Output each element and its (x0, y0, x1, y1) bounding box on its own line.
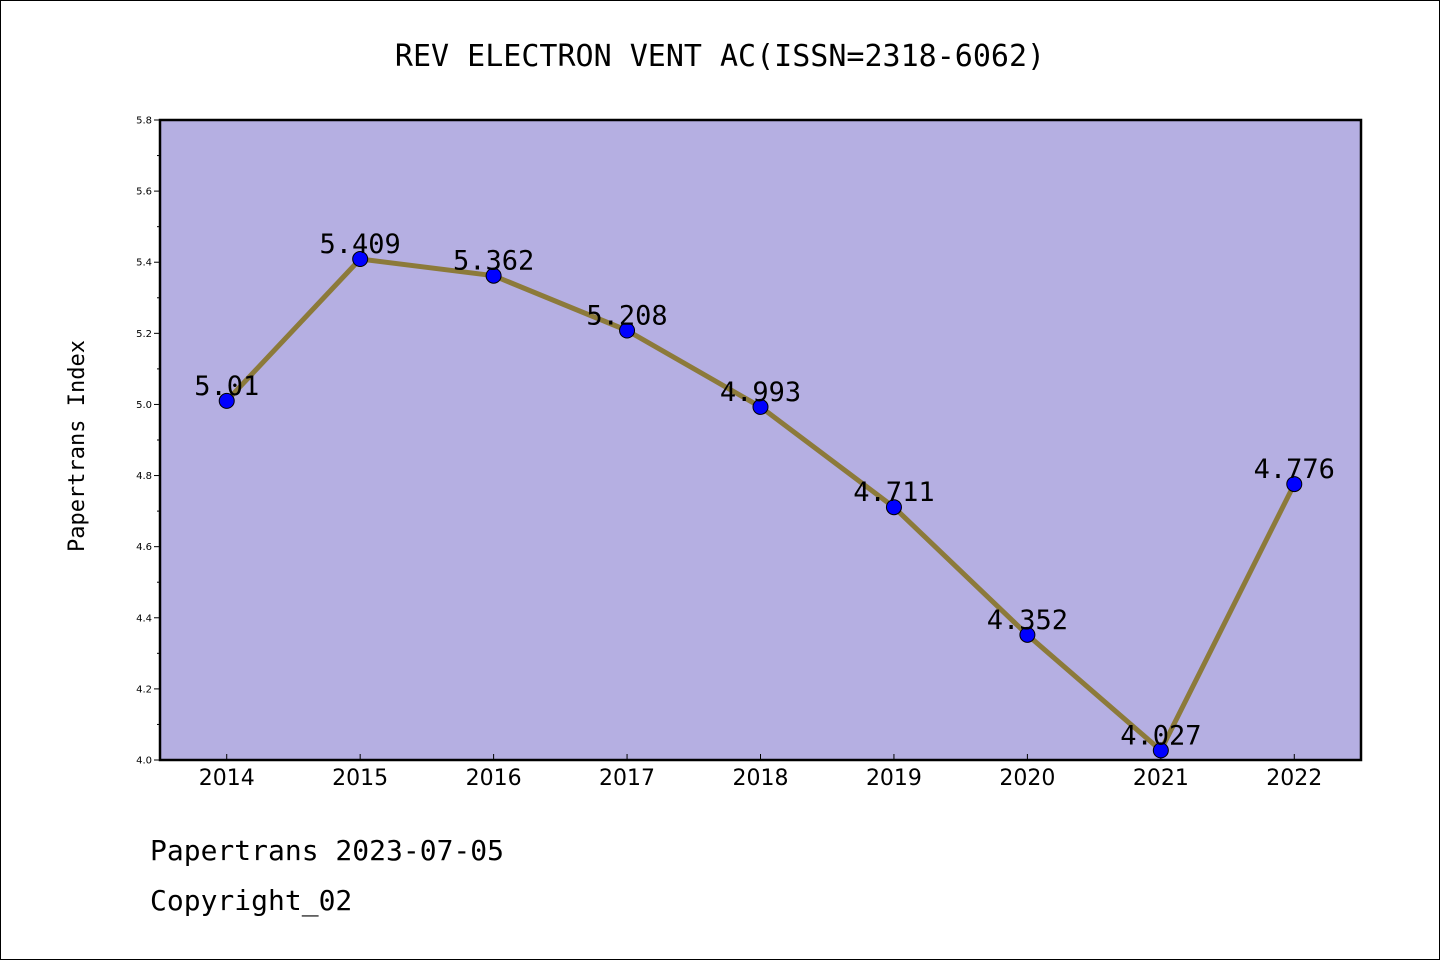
y-tick-label: 5.2 (136, 329, 152, 340)
y-axis-label: Papertrans Index (65, 340, 90, 552)
data-label: 5.208 (586, 300, 667, 331)
data-label: 5.01 (194, 371, 259, 402)
x-tick-label: 2014 (199, 766, 255, 791)
x-tick-label: 2018 (733, 766, 789, 791)
data-label: 4.027 (1120, 720, 1201, 751)
y-tick-label: 5.8 (136, 116, 152, 127)
x-tick-label: 2019 (866, 766, 922, 791)
data-point (885, 499, 902, 516)
data-point (1286, 476, 1303, 493)
series-layer: 5.01 5.409 5.362 5.208 4.993 4.711 4.352 4.027 4… (194, 229, 1335, 759)
y-tick-label: 4.2 (136, 684, 152, 695)
y-tick-label: 5.6 (136, 187, 152, 198)
x-tick-label: 2015 (332, 766, 388, 791)
data-label: 5.409 (320, 229, 401, 260)
data-label: 4.993 (720, 377, 801, 408)
data-point (619, 322, 636, 339)
data-point (1152, 742, 1169, 759)
data-point (1019, 626, 1036, 643)
footer-date: Papertrans 2023-07-05 (150, 834, 505, 867)
x-tick-label: 2016 (466, 766, 522, 791)
data-point (352, 251, 369, 268)
x-tick-label: 2021 (1133, 766, 1189, 791)
plot-area (158, 118, 1363, 762)
chart-title: REV ELECTRON VENT AC(ISSN=2318-6062) (395, 39, 1045, 74)
x-axis-ticks: 2014 2015 2016 2017 2018 2019 2020 2021 2022 (199, 754, 1322, 791)
data-label: 5.362 (453, 246, 534, 277)
x-tick-label: 2020 (999, 766, 1055, 791)
y-tick-label: 4.6 (136, 542, 152, 553)
y-tick-label: 4.4 (136, 613, 152, 624)
data-label: 4.352 (987, 605, 1068, 636)
data-label: 4.711 (853, 477, 934, 508)
data-point (752, 398, 769, 415)
data-label: 4.776 (1254, 454, 1335, 485)
x-tick-label: 2017 (599, 766, 655, 791)
x-tick-label: 2022 (1266, 766, 1322, 791)
data-point (218, 392, 235, 409)
y-tick-label: 4.8 (136, 471, 152, 482)
y-tick-label: 4.0 (136, 756, 152, 767)
footer-copyright: Copyright_02 (150, 884, 353, 917)
y-axis-ticks: 4.0 4.2 4.4 4.6 4.8 5.0 5.2 5.4 5.6 5.8 (136, 116, 160, 767)
y-tick-label: 5.0 (136, 400, 152, 411)
y-tick-label: 5.4 (136, 258, 152, 269)
data-point (485, 267, 502, 284)
